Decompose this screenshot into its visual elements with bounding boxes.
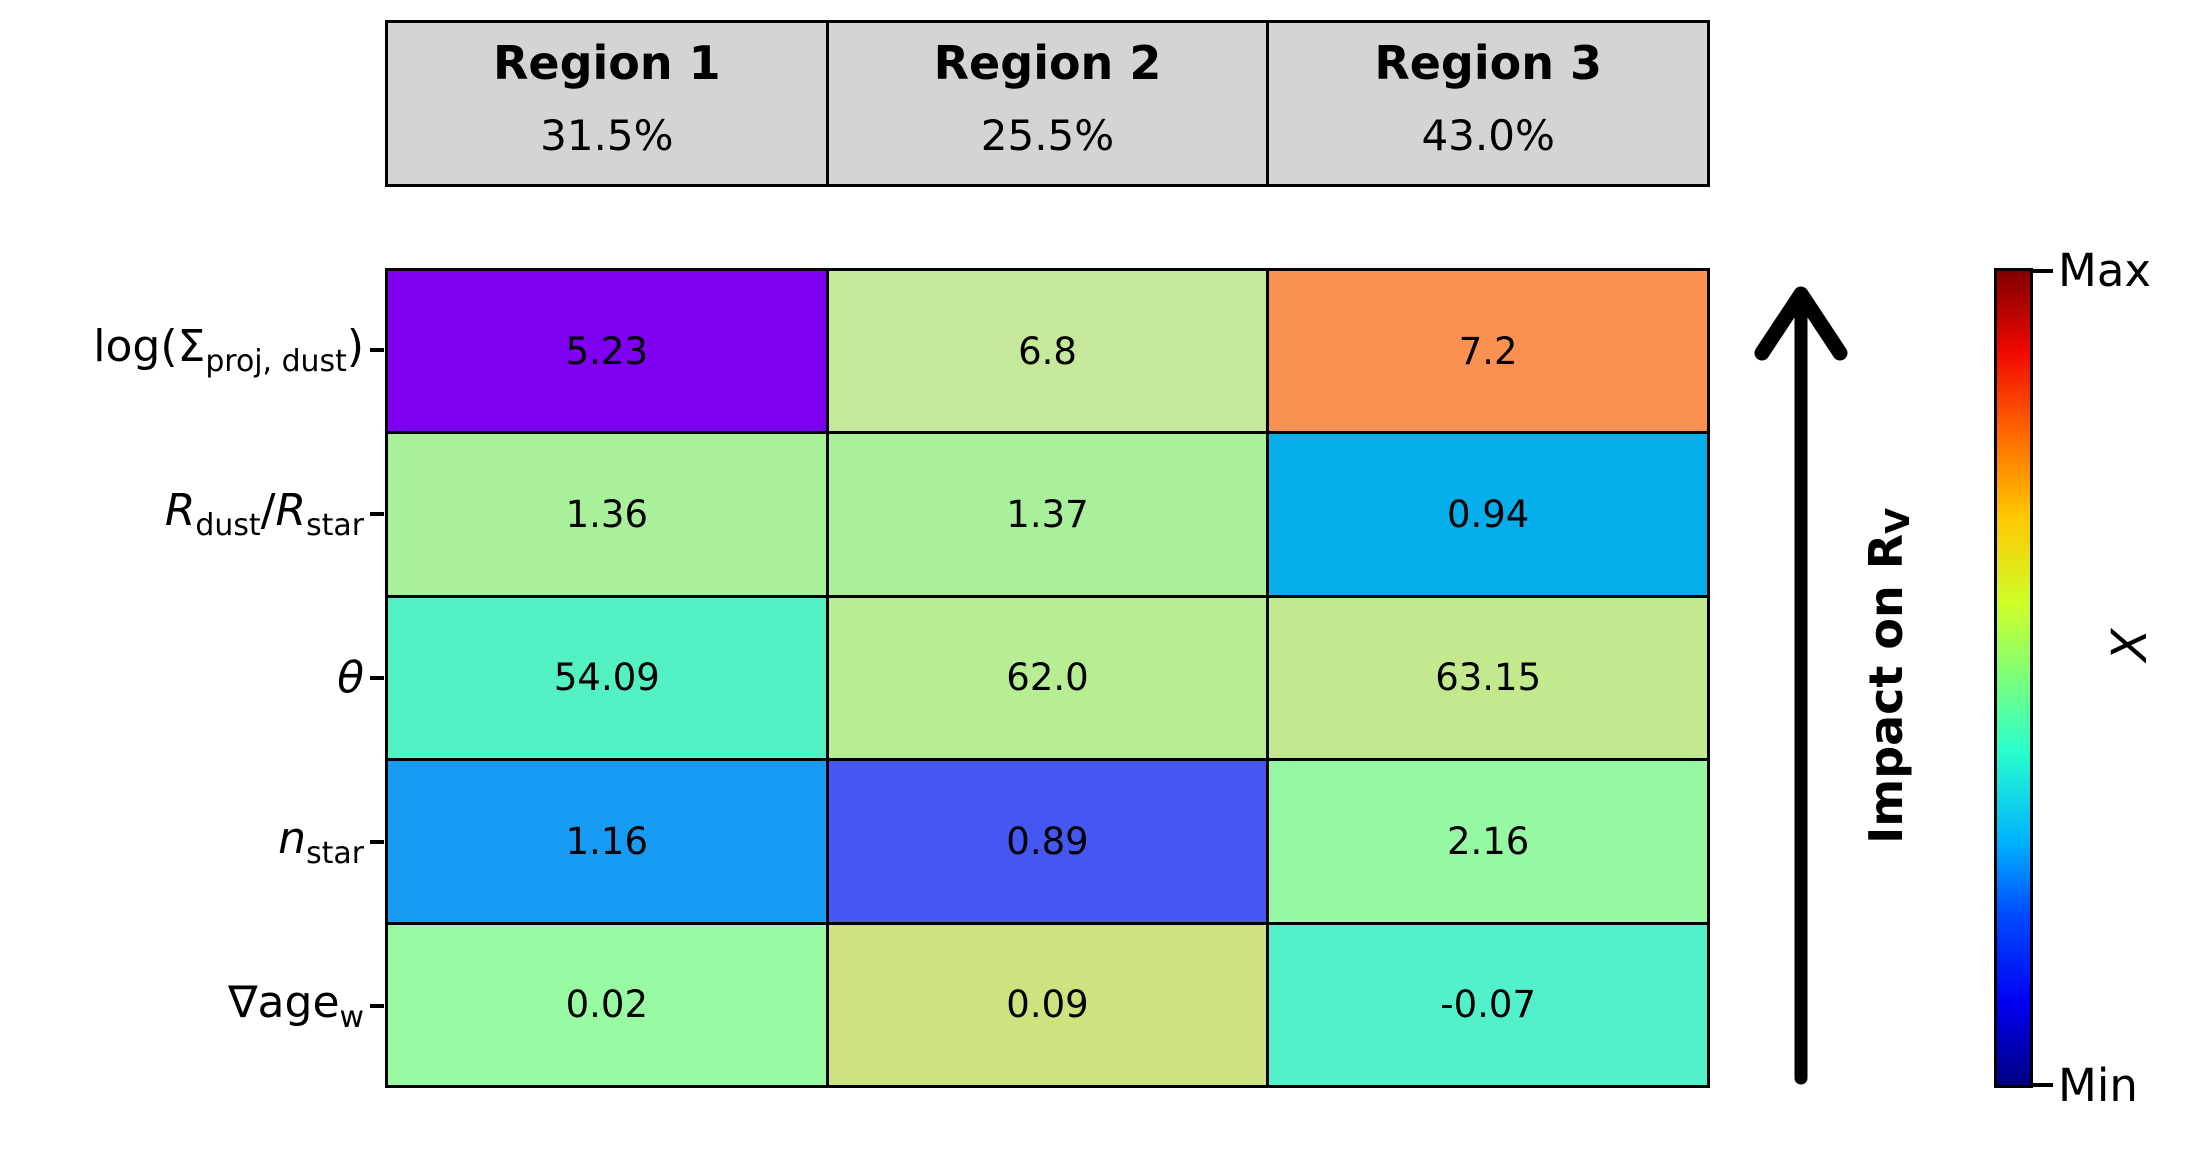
row-label-2: Rdust/Rstar [165,485,364,543]
colorbar-axis-label: X [2102,629,2158,662]
row-label-1: log(Σproj, dust) [93,321,364,379]
row-label-part: star [306,508,364,543]
colorbar [1994,268,2033,1088]
impact-on-rv-label: Impact on RV [1859,508,1917,844]
row-label-part: log(Σ [93,321,205,372]
colorbar-min-tick [2031,1083,2053,1087]
row-label-part: ∇age [228,977,339,1028]
row-label-part: θ [337,653,364,704]
row-label-4: nstar [278,813,364,871]
row-label-3: θ [337,653,364,704]
y-axis-tick-2 [370,512,384,516]
impact-label-subscript: V [1878,508,1917,534]
row-label-part: w [340,1000,364,1035]
row-label-5: ∇agew [228,977,364,1035]
row-label-part: proj, dust [205,344,347,379]
impact-label-text: Impact on R [1859,534,1913,844]
figure-canvas: Region 131.5%Region 225.5%Region 343.0% … [0,0,2186,1151]
row-label-part: / [261,485,276,536]
row-label-part: dust [195,508,260,543]
row-label-part: n [278,813,306,864]
y-axis-tick-1 [370,348,384,352]
row-label-part: star [306,836,364,871]
y-axis-tick-3 [370,676,384,680]
colorbar-min-label: Min [2058,1059,2138,1112]
colorbar-max-tick [2031,269,2053,273]
y-axis-tick-5 [370,1004,384,1008]
row-label-part: ) [347,321,364,372]
row-label-part: R [275,485,306,536]
colorbar-max-label: Max [2058,244,2151,297]
y-axis-tick-4 [370,840,384,844]
row-label-part: R [165,485,196,536]
